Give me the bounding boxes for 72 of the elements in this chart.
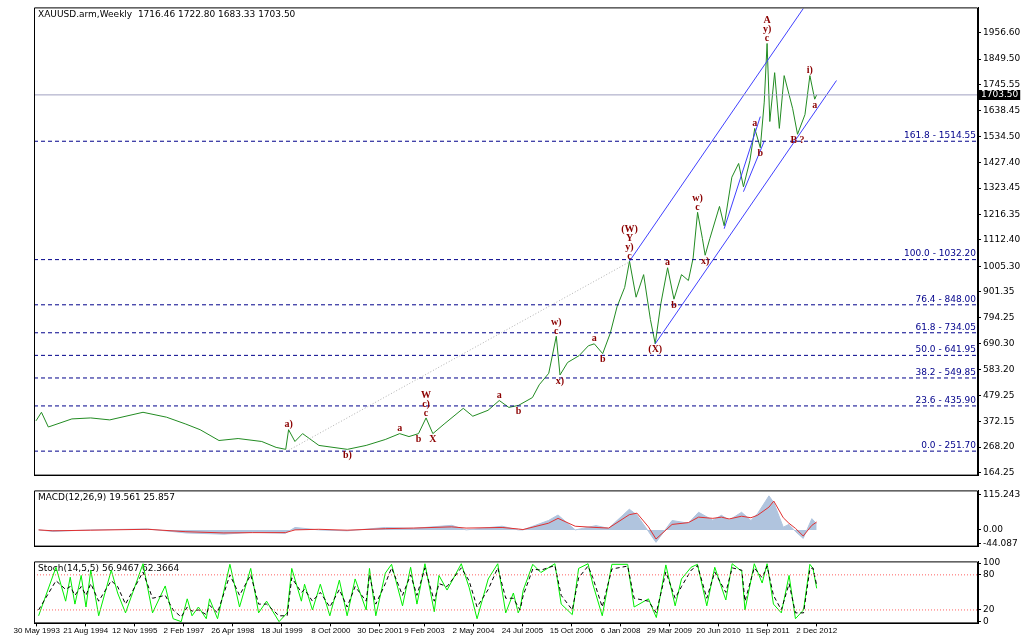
y-tick-label: 1216.35: [983, 208, 1021, 219]
annotation: X: [429, 433, 438, 445]
annotation: a: [752, 116, 758, 128]
y-tick-label: 901.35: [983, 286, 1015, 297]
annotation: a: [591, 332, 597, 344]
y-tick-label: 1112.40: [983, 234, 1021, 245]
annotation: 161.8 - 1514.55: [904, 130, 976, 141]
x-tick-label: 24 Jul 2005: [501, 626, 544, 636]
annotation: a: [496, 389, 502, 401]
annotation: x): [555, 374, 565, 387]
x-tick-label: 11 Sep 2011: [745, 626, 791, 636]
x-tick-label: 29 Mar 2009: [647, 626, 693, 636]
annotation: a): [284, 418, 293, 431]
x-tick-label: 18 Jul 1999: [261, 626, 304, 636]
y-tick-label: 1323.45: [983, 182, 1021, 193]
y-tick-label: 1427.40: [983, 156, 1021, 167]
x-tick-label: 2 May 2004: [452, 626, 495, 636]
y-tick-label: 1638.45: [983, 105, 1021, 116]
ref-line-label: 1703.50: [981, 89, 1019, 100]
y-tick-label: 1849.50: [983, 53, 1021, 64]
y-tick-label: 372.15: [983, 415, 1015, 426]
annotation: b: [515, 405, 522, 416]
annotation: y): [762, 23, 772, 36]
y-tick-label: 1956.60: [983, 27, 1021, 38]
y-tick-label: 479.25: [983, 389, 1015, 400]
annotation: b: [757, 147, 764, 159]
annotation: i): [806, 64, 813, 77]
annotation: b: [415, 433, 422, 445]
y-tick-label: 0: [983, 615, 989, 626]
x-tick-label: 8 Oct 2000: [311, 626, 352, 636]
x-tick-label: 15 Oct 2006: [549, 626, 594, 636]
y-tick-label: 115.243: [983, 489, 1021, 500]
chart-title: XAUUSD.arm,Weekly 1716.46 1722.80 1683.33 1703.50: [38, 9, 296, 20]
x-tick-label: 20 Jun 2010: [696, 626, 742, 636]
annotation: a: [397, 422, 403, 434]
annotation: b): [342, 448, 352, 461]
x-tick-label: 30 May 1993: [13, 626, 61, 636]
x-tick-label: 12 Nov 1995: [112, 626, 159, 636]
x-tick-label: 26 Apr 1998: [211, 626, 255, 636]
y-tick-label: 20: [983, 604, 995, 615]
y-tick-label: -44.087: [983, 537, 1018, 548]
annotation: 38.2 - 549.85: [915, 366, 976, 377]
y-tick-label: 794.25: [983, 312, 1015, 323]
annotation: 0.0 - 251.70: [921, 439, 977, 450]
annotation: b: [599, 353, 606, 365]
annotation: w): [692, 191, 703, 204]
annotation: a: [812, 98, 818, 110]
annotation: 100.0 - 1032.20: [904, 248, 977, 259]
y-tick-label: 1745.55: [983, 78, 1021, 89]
x-tick-label: 21 Aug 1994: [63, 626, 109, 636]
annotation: W: [421, 388, 432, 400]
x-tick-label: 6 Jan 2008: [600, 626, 641, 636]
y-tick-label: 80: [983, 569, 995, 580]
annotation: 23.6 - 435.90: [915, 394, 977, 405]
y-tick-label: 690.30: [983, 337, 1015, 348]
x-tick-label: 2 Dec 2012: [796, 626, 838, 636]
annotation: A: [763, 14, 772, 26]
y-tick-label: 583.20: [983, 364, 1015, 375]
annotation: 50.0 - 641.95: [915, 344, 976, 355]
annotation: 61.8 - 734.05: [915, 321, 976, 332]
annotation: (X): [648, 343, 663, 356]
x-tick-label: 30 Dec 2001: [357, 626, 404, 636]
annotation: 76.4 - 848.00: [915, 293, 977, 304]
x-tick-label: 2 Feb 1997: [163, 626, 205, 636]
y-tick-label: 1534.50: [983, 130, 1021, 141]
annotation: a: [665, 256, 671, 268]
y-tick-label: 164.25: [983, 466, 1015, 477]
y-tick-label: 268.20: [983, 441, 1015, 452]
y-tick-label: 0.00: [983, 524, 1004, 535]
y-tick-label: 100: [983, 557, 1001, 568]
y-tick-label: 1005.30: [983, 260, 1021, 271]
x-tick-label: 9 Feb 2003: [404, 626, 446, 636]
